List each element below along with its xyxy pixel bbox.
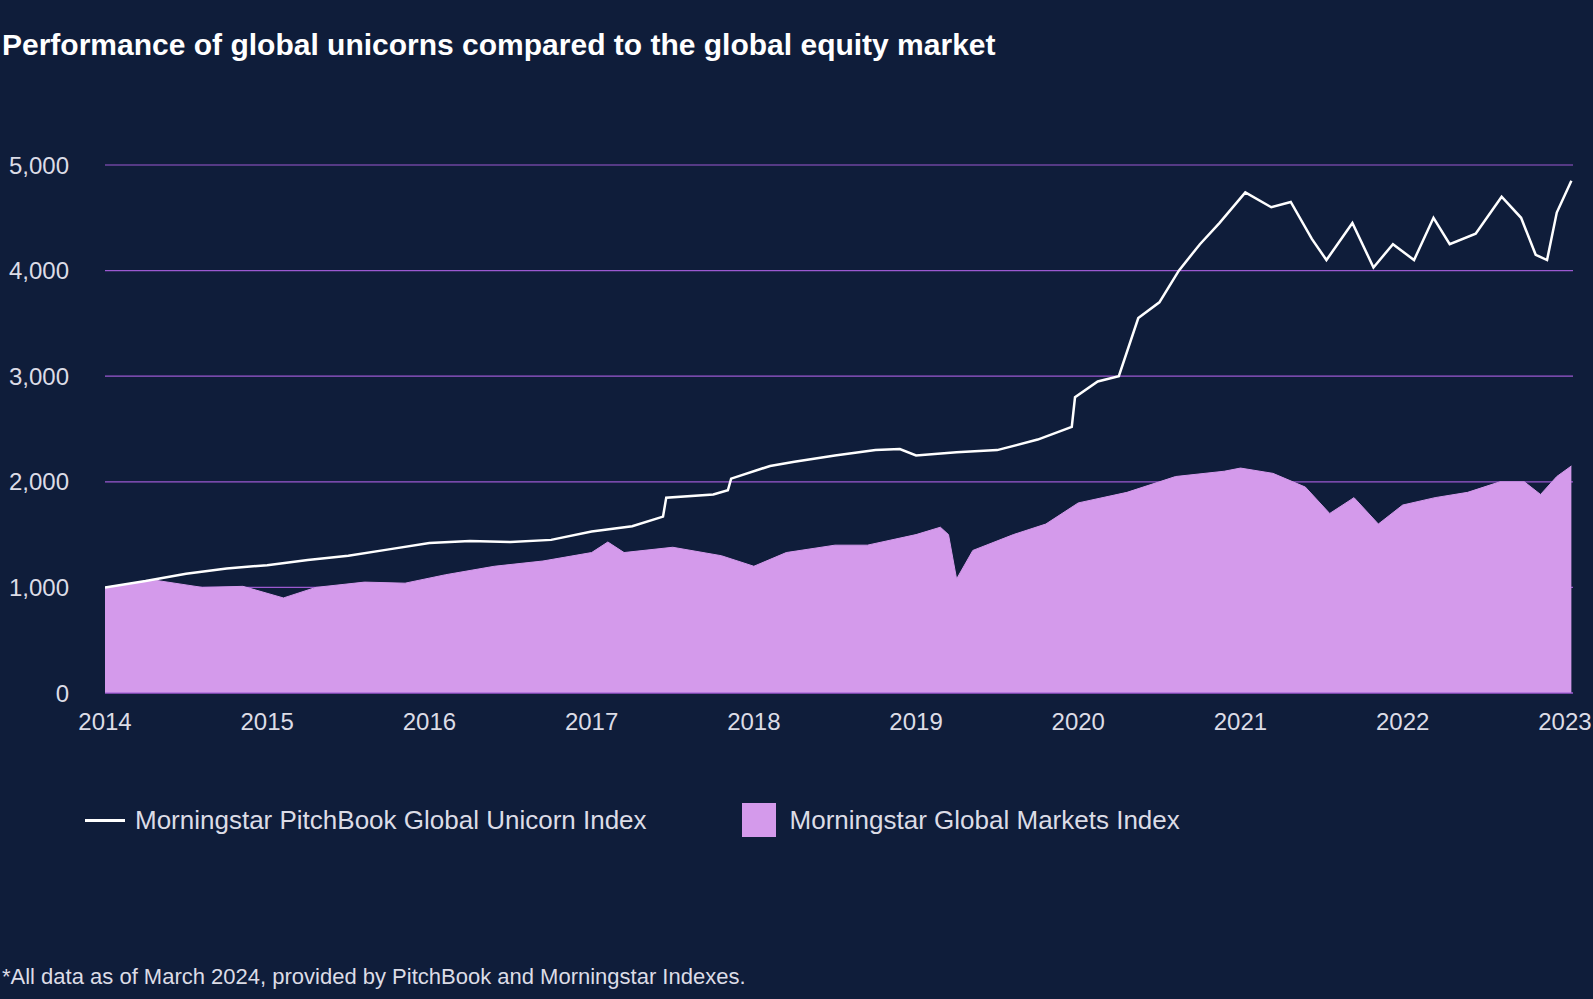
- svg-text:2014: 2014: [78, 708, 131, 735]
- svg-text:2,000: 2,000: [9, 468, 69, 495]
- html-text:Morningstar Global Markets Ind: Morningstar Global Markets Index: [789, 804, 1180, 835]
- svg-text:2018: 2018: [727, 708, 780, 735]
- html-text:*All data as of March 2024, pr: *All data as of March 2024, provided by …: [2, 964, 746, 989]
- svg-text:0: 0: [56, 680, 69, 707]
- svg-text:2017: 2017: [565, 708, 618, 735]
- html-text:Performance of global unicorns: Performance of global unicorns compared …: [2, 28, 996, 61]
- svg-text:5,000: 5,000: [9, 152, 69, 179]
- svg-text:4,000: 4,000: [9, 257, 69, 284]
- svg-text:2016: 2016: [403, 708, 456, 735]
- svg-text:3,000: 3,000: [9, 363, 69, 390]
- svg-text:2019: 2019: [889, 708, 942, 735]
- svg-text:2020: 2020: [1052, 708, 1105, 735]
- svg-text:2023: 2023: [1538, 708, 1585, 735]
- svg-text:1,000: 1,000: [9, 574, 69, 601]
- html-text:Morningstar PitchBook Global U: Morningstar PitchBook Global Unicorn Ind…: [135, 804, 647, 835]
- svg-text:2021: 2021: [1214, 708, 1267, 735]
- svg-text:2015: 2015: [241, 708, 294, 735]
- svg-text:2022: 2022: [1376, 708, 1429, 735]
